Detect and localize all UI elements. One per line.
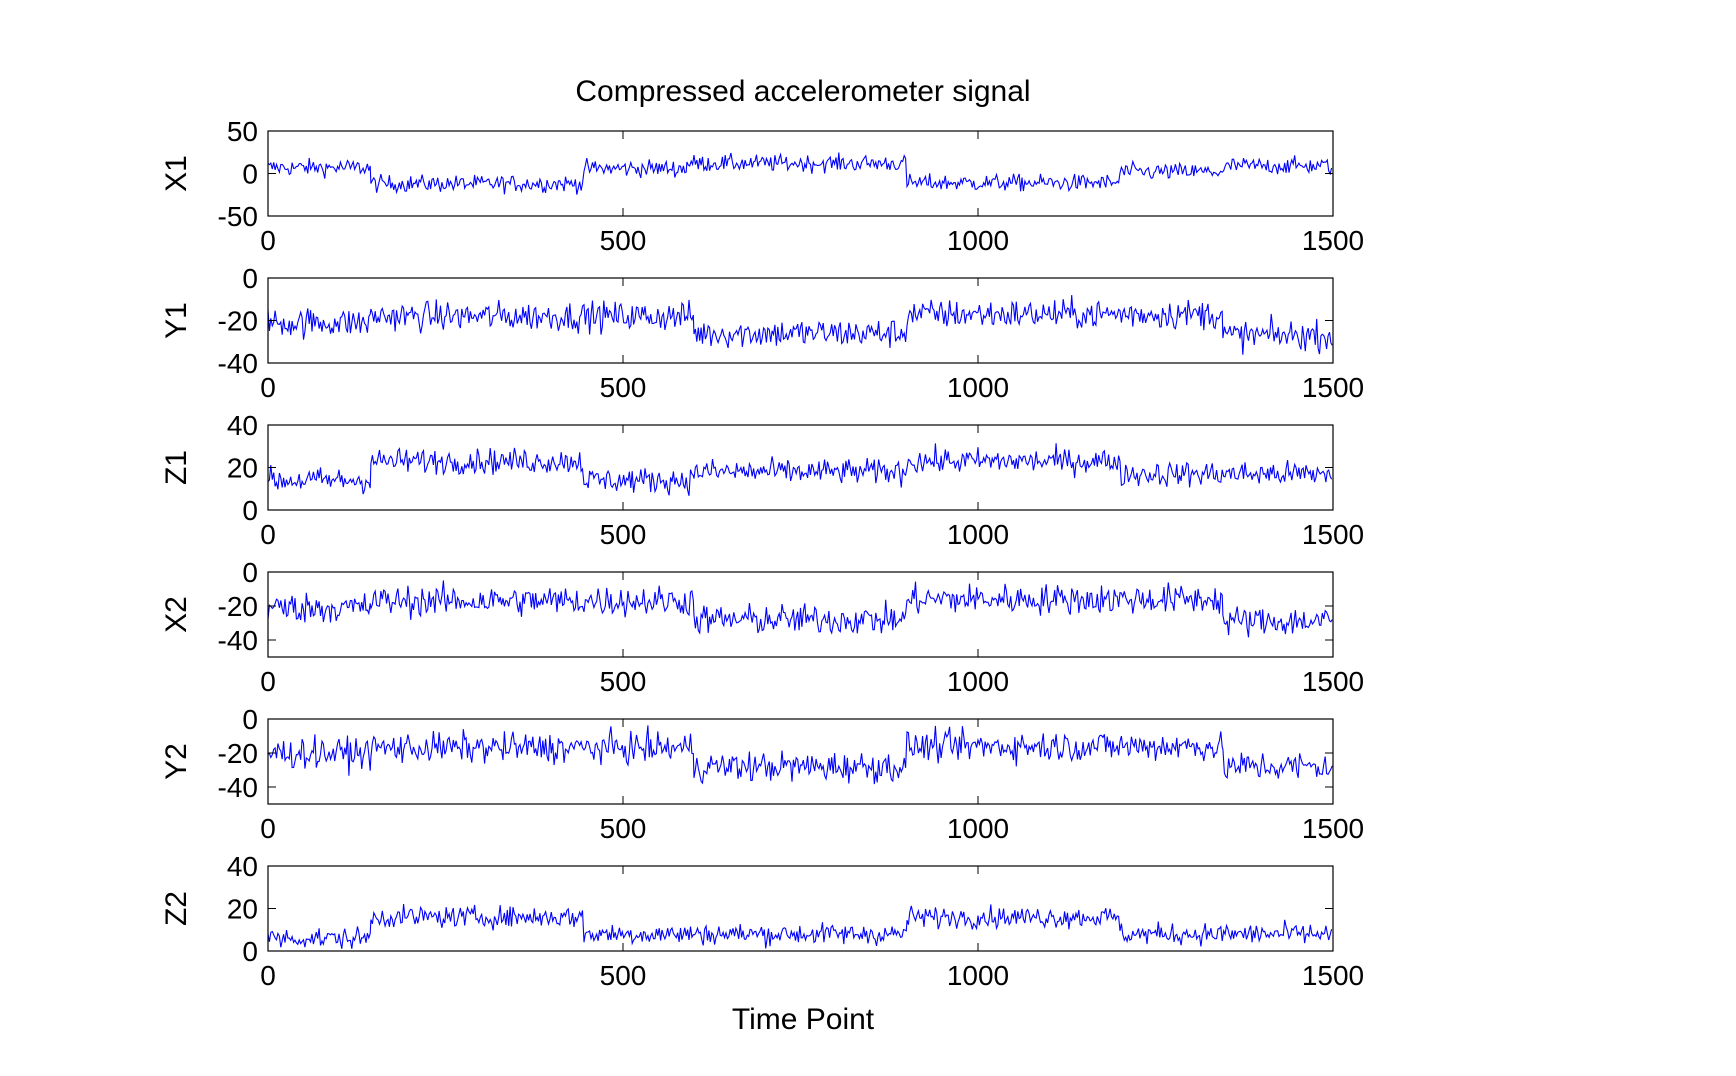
- x-tick-label: 500: [600, 813, 647, 844]
- y-axis-label-y1: Y1: [160, 302, 193, 339]
- series-line-x1: [267, 152, 1333, 195]
- y-axis-label-z2: Z2: [160, 891, 193, 926]
- axes-box-x2: [267, 571, 1334, 658]
- chart-title: Compressed accelerometer signal: [575, 75, 1030, 108]
- x-tick-label: 1500: [1302, 813, 1364, 844]
- y-tick-label: -40: [218, 772, 258, 803]
- series-line-y1: [267, 295, 1333, 355]
- y-tick-label: 0: [242, 495, 258, 526]
- y-tick-label: 50: [227, 116, 258, 147]
- x-tick-label: 0: [260, 960, 276, 991]
- y-axis-label-x2: X2: [160, 596, 193, 633]
- y-tick-label: 0: [242, 159, 258, 190]
- y-tick-label: 20: [227, 453, 258, 484]
- y-tick-label: -20: [218, 738, 258, 769]
- x-tick-label: 1000: [947, 372, 1009, 403]
- x-tick-label: 1000: [947, 813, 1009, 844]
- x-tick-label: 1500: [1302, 225, 1364, 256]
- y-tick-label: 0: [242, 557, 258, 588]
- subplot-y1: 0 500 1000 1500 0 -20 -40 Y1: [160, 263, 1364, 403]
- y-axis-label-z1: Z1: [160, 450, 193, 485]
- axes-box-y2: [267, 718, 1334, 805]
- y-tick-label: -20: [218, 306, 258, 337]
- x-tick-label: 1000: [947, 519, 1009, 550]
- x-tick-label: 500: [600, 225, 647, 256]
- x-tick-label: 1500: [1302, 666, 1364, 697]
- y-tick-label: 0: [242, 704, 258, 735]
- y-tick-label: 0: [242, 263, 258, 294]
- y-axis-label-y2: Y2: [160, 743, 193, 780]
- x-tick-label: 0: [260, 372, 276, 403]
- y-tick-label: -40: [218, 625, 258, 656]
- x-tick-label: 0: [260, 813, 276, 844]
- x-tick-label: 500: [600, 519, 647, 550]
- series-line-z2: [267, 904, 1333, 949]
- x-axis-label: Time Point: [732, 1003, 875, 1036]
- series-line-x2: [267, 580, 1333, 638]
- x-tick-label: 1000: [947, 960, 1009, 991]
- x-tick-label: 500: [600, 960, 647, 991]
- x-tick-label: 500: [600, 372, 647, 403]
- y-tick-label: 20: [227, 894, 258, 925]
- x-tick-label: 1000: [947, 225, 1009, 256]
- subplot-z2: 0 500 1000 1500 40 20 0 Z2: [160, 851, 1364, 991]
- x-tick-label: 1000: [947, 666, 1009, 697]
- x-tick-label: 0: [260, 666, 276, 697]
- y-tick-label: 40: [227, 410, 258, 441]
- y-tick-label: -50: [218, 201, 258, 232]
- y-tick-label: 40: [227, 851, 258, 882]
- y-axis-label-x1: X1: [160, 155, 193, 192]
- x-tick-label: 0: [260, 225, 276, 256]
- subplot-z1: 0 500 1000 1500 40 20 0 Z1: [160, 410, 1364, 550]
- x-tick-label: 0: [260, 519, 276, 550]
- x-tick-label: 500: [600, 666, 647, 697]
- series-line-y2: [267, 725, 1333, 785]
- x-tick-label: 1500: [1302, 519, 1364, 550]
- y-tick-label: -40: [218, 348, 258, 379]
- x-tick-label: 1500: [1302, 960, 1364, 991]
- y-tick-label: 0: [242, 936, 258, 967]
- series-line-z1: [267, 443, 1333, 496]
- y-tick-label: -20: [218, 591, 258, 622]
- x-tick-label: 1500: [1302, 372, 1364, 403]
